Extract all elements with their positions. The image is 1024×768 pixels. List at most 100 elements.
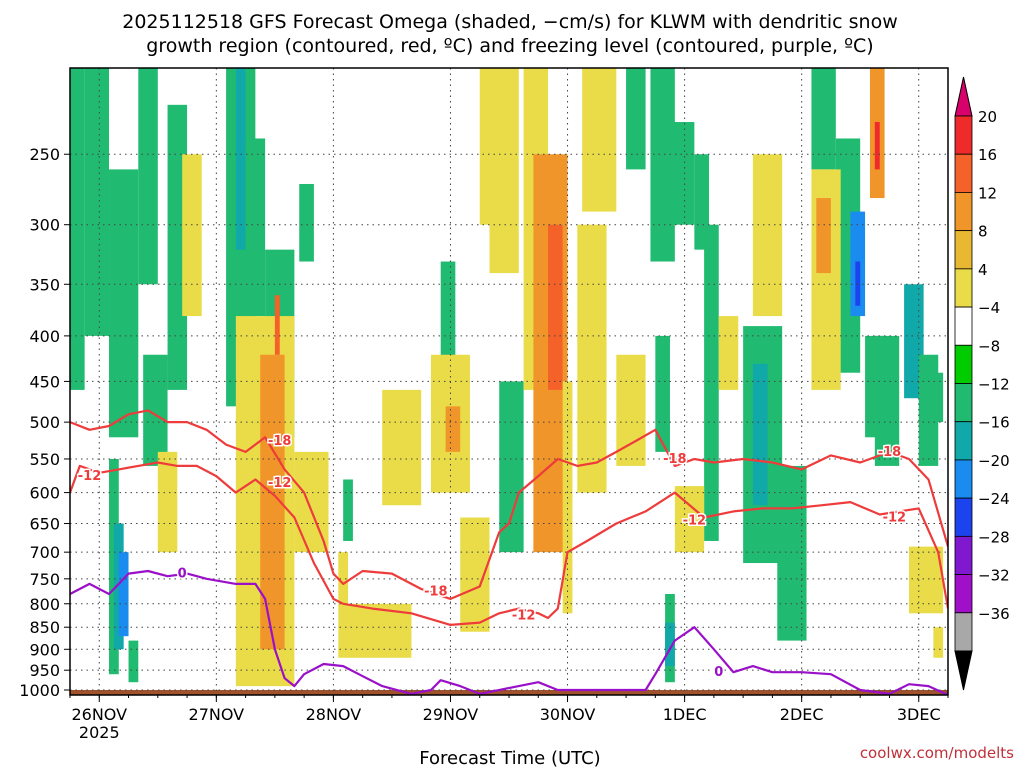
omega-cell-16	[440, 261, 456, 382]
contour-label-9: -12	[883, 511, 907, 526]
y-tick-label-1: 300	[29, 216, 60, 235]
omega-cell-11	[235, 68, 246, 250]
omega-cell-34	[904, 284, 924, 399]
colorbar-label-10: −24	[978, 490, 1010, 508]
omega-cell-15	[343, 479, 353, 541]
omega-cell-19	[626, 68, 646, 170]
colorbar-label-8: −16	[978, 414, 1010, 432]
omega-cell-36	[928, 372, 944, 423]
omega-cell-44	[294, 451, 329, 553]
colorbar-box-10	[954, 497, 973, 537]
y-tick-label-5: 500	[29, 413, 60, 432]
omega-cell-45	[338, 552, 349, 604]
x-tick-label-0: 26NOV	[71, 705, 127, 724]
colorbar-label-3: 8	[978, 223, 988, 241]
x-axis-label: Forecast Time (UTC)	[419, 748, 600, 768]
omega-cell-21	[655, 335, 670, 452]
contour-label-3: 0	[178, 567, 187, 582]
omega-cell-55	[548, 224, 563, 390]
omega-cell-61	[718, 316, 739, 390]
contour-label-4: -18	[424, 584, 448, 599]
x-tick-label-5: 1DEC	[663, 705, 707, 724]
colorbar-label-12: −32	[978, 567, 1010, 585]
x-tick-label-7: 3DEC	[897, 705, 941, 724]
omega-cell-59	[616, 354, 646, 466]
contour-label-7: -12	[683, 514, 707, 529]
colorbar-top-arrow	[954, 76, 973, 117]
y-tick-label-10: 750	[29, 570, 60, 589]
x-tick-label-2: 28NOV	[306, 705, 362, 724]
x-tick-label-3: 29NOV	[423, 705, 479, 724]
omega-cell-12	[245, 138, 266, 317]
omega-cell-33	[874, 335, 900, 466]
contour-label-2: -12	[268, 476, 292, 491]
omega-cell-3	[138, 68, 158, 285]
omega-cell-47	[382, 389, 422, 506]
colorbar-label-6: −8	[978, 337, 1000, 355]
omega-cell-64	[816, 198, 831, 274]
omega-cell-39	[157, 451, 178, 553]
omega-cell-7	[118, 552, 129, 637]
colorbar-label-11: −28	[978, 528, 1010, 546]
colorbar-label-4: 4	[978, 261, 988, 279]
omega-cell-8	[128, 640, 139, 683]
omega-cell-57	[577, 224, 607, 493]
omega-cell-17	[499, 381, 524, 553]
colorbar-label-7: −12	[978, 376, 1010, 394]
x-tick-label-4: 30NOV	[540, 705, 596, 724]
ground-surface	[70, 690, 948, 695]
omega-cell-40	[182, 154, 202, 317]
y-tick-label-3: 400	[29, 327, 60, 346]
colorbar-box-12	[954, 574, 973, 614]
omega-cell-68	[933, 627, 944, 658]
colorbar-box-1	[954, 153, 973, 193]
omega-cell-0	[70, 68, 85, 390]
y-tick-label-8: 650	[29, 515, 60, 534]
contour-line-0	[70, 409, 948, 601]
y-tick-label-11: 800	[29, 595, 60, 614]
omega-cell-26	[752, 363, 768, 506]
y-tick-label-13: 900	[29, 640, 60, 659]
colorbar-box-6	[954, 344, 973, 384]
y-tick-label-0: 250	[29, 145, 60, 164]
plot-inner: -18 -12 -12 0 -18 -12 -18 -12 -18 -12 0	[70, 68, 948, 695]
omega-cell-38	[665, 622, 675, 667]
colorbar-label-0: 20	[978, 108, 997, 126]
contour-label-6: -18	[663, 452, 687, 467]
y-tick-label-15: 1000	[19, 681, 60, 700]
colorbar-box-5	[954, 306, 973, 346]
omega-cell-24	[704, 224, 719, 541]
contour-label-0: -18	[268, 434, 292, 449]
colorbar-box-3	[954, 230, 973, 270]
colorbar-box-11	[954, 535, 973, 575]
omega-cell-43	[274, 295, 280, 355]
colorbar-box-9	[954, 459, 973, 499]
colorbar-label-9: −20	[978, 452, 1010, 470]
omega-cell-52	[489, 68, 519, 274]
y-tick-label-14: 950	[29, 661, 60, 680]
x-tick-label-6: 2DEC	[780, 705, 824, 724]
colorbar-label-5: −4	[978, 299, 1000, 317]
colorbar-box-13	[954, 612, 973, 652]
colorbar-label-13: −36	[978, 605, 1010, 623]
chart-title-line1: 2025112518 GFS Forecast Omega (shaded, −…	[122, 11, 897, 33]
y-axis: 250 300 350 400 450 500 550 600 650 700 750 800 850 9…	[19, 145, 70, 700]
omega-cell-31	[855, 261, 861, 306]
contour-label-5: -12	[512, 609, 536, 624]
y-tick-label-2: 350	[29, 275, 60, 294]
colorbar: 20 16 12 8 4 −4 −8 −12 −16 −20 −24 −28 −32 −36	[954, 76, 1010, 691]
x-tick-sublabel-0: 2025	[79, 723, 120, 742]
omega-cell-28	[811, 68, 836, 170]
omega-cell-58	[582, 68, 617, 212]
colorbar-box-2	[954, 192, 973, 232]
colorbar-bottom-arrow	[954, 650, 973, 691]
omega-cell-67	[908, 546, 944, 614]
y-tick-label-12: 850	[29, 618, 60, 637]
contour-label-8: -18	[878, 445, 902, 460]
contour-label-1: -12	[78, 469, 102, 484]
omega-cell-66	[874, 122, 880, 170]
colorbar-box-8	[954, 421, 973, 461]
colorbar-box-7	[954, 383, 973, 423]
